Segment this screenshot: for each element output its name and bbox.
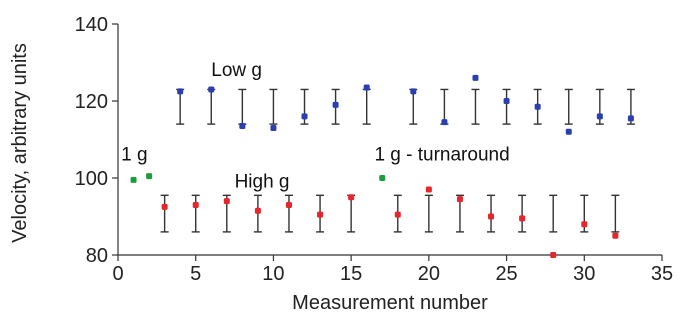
x-tick-label: 30 [573, 263, 595, 285]
data-points [130, 74, 634, 258]
data-point [596, 113, 603, 120]
data-point [519, 215, 526, 222]
data-point [565, 128, 572, 135]
data-point [177, 88, 184, 95]
data-point [581, 221, 588, 228]
data-point [612, 232, 619, 239]
data-point [208, 86, 215, 93]
data-point [456, 196, 463, 203]
plot-area: 0 5 10 15 20 25 30 35 80 100 120 140 Low g 1 g High … [75, 14, 674, 285]
data-point [379, 175, 386, 181]
annotations: Low g 1 g High g 1 g - turnaround [121, 60, 510, 193]
data-point [192, 201, 199, 208]
y-tick-label: 140 [75, 14, 108, 36]
x-tick-label: 25 [495, 263, 517, 285]
data-point [239, 123, 246, 130]
y-tick-label: 80 [86, 245, 108, 267]
x-tick-label: 15 [340, 263, 362, 285]
data-point [363, 84, 370, 91]
x-tick-label: 20 [418, 263, 440, 285]
data-point [348, 194, 355, 201]
data-point [627, 115, 634, 122]
y-axis-title: Velocity, arbitrary units [9, 43, 31, 243]
data-point [301, 113, 308, 120]
data-point [472, 74, 479, 81]
data-point [146, 173, 153, 180]
data-point [488, 213, 495, 220]
data-point [425, 186, 432, 193]
x-tick-label: 0 [112, 263, 123, 285]
annotation-label: 1 g - turnaround [374, 145, 509, 166]
data-point [161, 203, 168, 210]
annotation-label: High g [235, 172, 290, 193]
y-tick-label: 100 [75, 168, 108, 190]
x-axis-title: Measurement number [292, 292, 488, 314]
x-tick-label: 35 [651, 263, 673, 285]
data-point [130, 176, 137, 183]
data-point [285, 201, 292, 208]
data-point [223, 198, 230, 205]
data-point [534, 103, 541, 110]
x-tick-label: 10 [262, 263, 284, 285]
data-point [270, 124, 277, 131]
x-tick-label: 5 [190, 263, 201, 285]
data-point [332, 101, 339, 108]
x-ticks: 0 5 10 15 20 25 30 35 [112, 255, 673, 285]
y-tick-label: 120 [75, 91, 108, 113]
data-point [410, 88, 417, 95]
data-point [394, 211, 401, 218]
data-point [441, 119, 448, 126]
annotation-label: Low g [211, 60, 262, 81]
data-point [254, 207, 261, 214]
data-point [550, 252, 557, 258]
annotation-label: 1 g [121, 145, 147, 166]
y-ticks: 80 100 120 140 [75, 14, 118, 267]
data-point [503, 98, 510, 104]
data-point [317, 211, 324, 218]
